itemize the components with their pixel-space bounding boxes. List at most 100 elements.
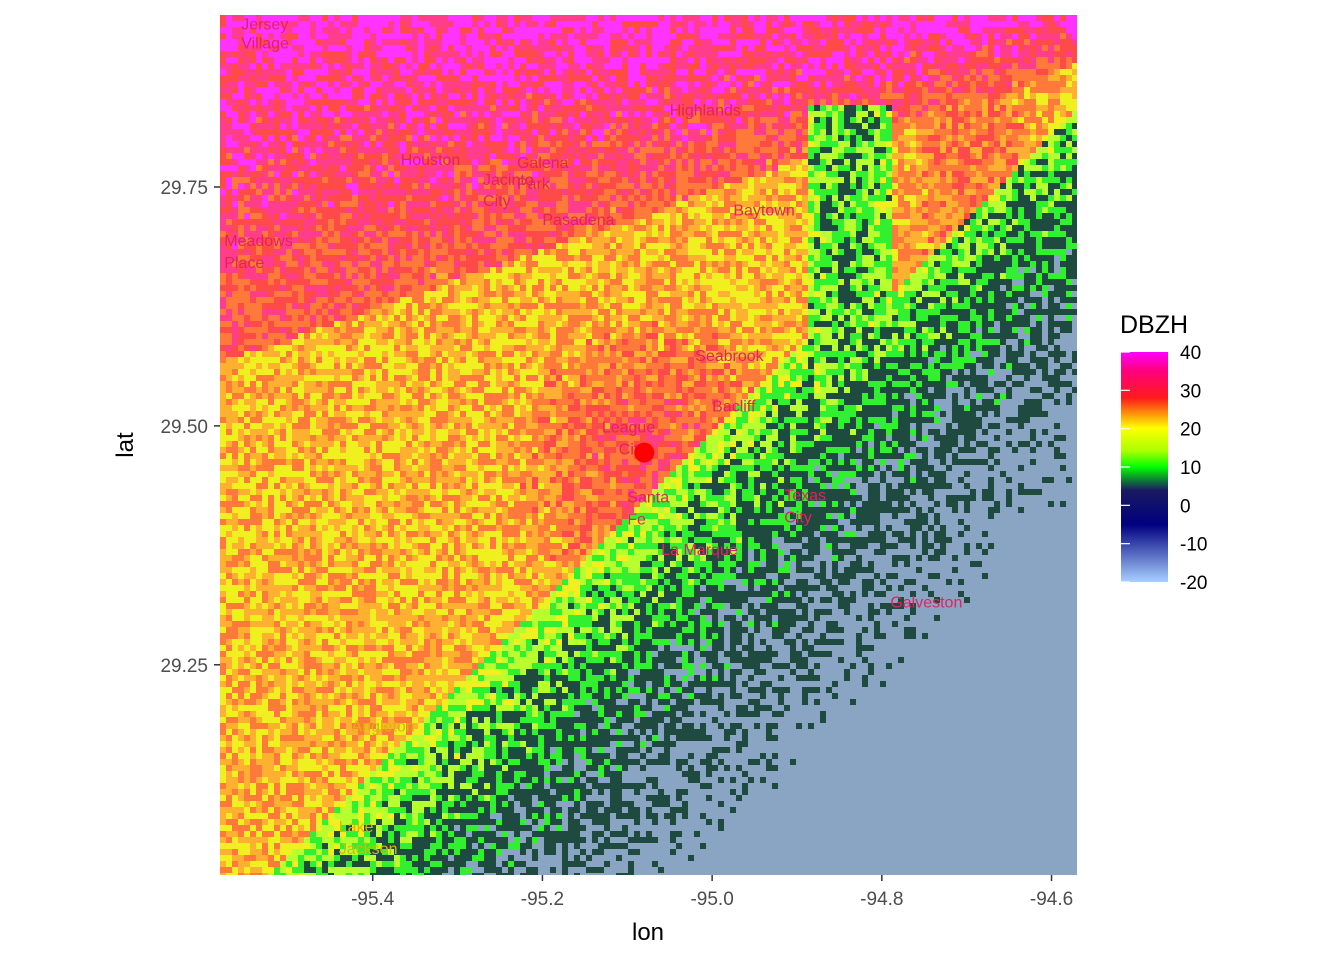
raster-cell bbox=[658, 189, 664, 195]
raster-cell bbox=[724, 123, 730, 129]
raster-cell bbox=[496, 69, 502, 75]
raster-cell bbox=[1048, 21, 1054, 27]
raster-cell bbox=[802, 207, 808, 213]
raster-cell bbox=[430, 141, 436, 147]
raster-cell bbox=[268, 201, 274, 207]
raster-cell bbox=[490, 27, 496, 33]
raster-cell bbox=[700, 195, 706, 201]
raster-cell bbox=[538, 93, 544, 99]
raster-cell bbox=[706, 147, 712, 153]
raster-cell bbox=[616, 183, 622, 189]
raster-cell bbox=[874, 147, 880, 153]
raster-cell bbox=[850, 39, 856, 45]
raster-cell bbox=[622, 189, 628, 195]
raster-cell bbox=[352, 33, 358, 39]
raster-cell bbox=[970, 171, 976, 177]
raster-cell bbox=[856, 51, 862, 57]
raster-cell bbox=[226, 111, 232, 117]
raster-cell bbox=[784, 219, 790, 225]
raster-cell bbox=[748, 105, 754, 111]
raster-cell bbox=[430, 27, 436, 33]
raster-cell bbox=[970, 177, 976, 183]
raster-cell bbox=[652, 81, 658, 87]
raster-cell bbox=[964, 81, 970, 87]
raster-cell bbox=[532, 39, 538, 45]
raster-cell bbox=[1036, 201, 1042, 207]
raster-cell bbox=[520, 207, 526, 213]
raster-cell bbox=[964, 135, 970, 141]
raster-cell bbox=[892, 33, 898, 39]
raster-cell bbox=[346, 69, 352, 75]
raster-cell bbox=[958, 57, 964, 63]
raster-cell bbox=[970, 15, 976, 21]
raster-cell bbox=[298, 45, 304, 51]
raster-cell bbox=[604, 177, 610, 183]
raster-cell bbox=[226, 201, 232, 207]
raster-cell bbox=[292, 75, 298, 81]
raster-cell bbox=[334, 213, 340, 219]
raster-cell bbox=[364, 213, 370, 219]
raster-cell bbox=[712, 27, 718, 33]
raster-cell bbox=[622, 207, 628, 213]
raster-cell bbox=[484, 69, 490, 75]
raster-cell bbox=[898, 21, 904, 27]
raster-cell bbox=[1006, 27, 1012, 33]
raster-cell bbox=[916, 39, 922, 45]
raster-cell bbox=[1072, 15, 1078, 21]
raster-cell bbox=[958, 99, 964, 105]
raster-cell bbox=[820, 57, 826, 63]
raster-cell bbox=[394, 21, 400, 27]
raster-cell bbox=[604, 123, 610, 129]
raster-cell bbox=[838, 105, 844, 111]
raster-cell bbox=[562, 123, 568, 129]
raster-cell bbox=[352, 153, 358, 159]
raster-cell bbox=[262, 177, 268, 183]
raster-cell bbox=[304, 195, 310, 201]
raster-cell bbox=[754, 63, 760, 69]
raster-cell bbox=[898, 135, 904, 141]
raster-cell bbox=[574, 105, 580, 111]
raster-cell bbox=[850, 165, 856, 171]
raster-cell bbox=[460, 207, 466, 213]
raster-cell bbox=[688, 21, 694, 27]
raster-cell bbox=[964, 165, 970, 171]
raster-cell bbox=[850, 105, 856, 111]
raster-cell bbox=[826, 153, 832, 159]
raster-cell bbox=[286, 183, 292, 189]
raster-cell bbox=[1006, 63, 1012, 69]
raster-cell bbox=[358, 33, 364, 39]
raster-cell bbox=[1054, 99, 1060, 105]
raster-cell bbox=[562, 93, 568, 99]
raster-cell bbox=[838, 75, 844, 81]
raster-cell bbox=[298, 141, 304, 147]
raster-cell bbox=[298, 183, 304, 189]
raster-cell bbox=[772, 171, 778, 177]
raster-cell bbox=[790, 195, 796, 201]
raster-cell bbox=[322, 207, 328, 213]
raster-cell bbox=[808, 51, 814, 57]
raster-cell bbox=[418, 201, 424, 207]
raster-cell bbox=[1054, 111, 1060, 117]
raster-cell bbox=[322, 165, 328, 171]
raster-cell bbox=[388, 93, 394, 99]
raster-cell bbox=[790, 141, 796, 147]
raster-cell bbox=[304, 171, 310, 177]
raster-cell bbox=[544, 63, 550, 69]
raster-cell bbox=[958, 81, 964, 87]
raster-cell bbox=[1000, 63, 1006, 69]
raster-cell bbox=[388, 165, 394, 171]
raster-cell bbox=[466, 21, 472, 27]
raster-cell bbox=[334, 87, 340, 93]
raster-cell bbox=[982, 129, 988, 135]
raster-cell bbox=[688, 183, 694, 189]
raster-cell bbox=[394, 93, 400, 99]
raster-cell bbox=[928, 111, 934, 117]
raster-cell bbox=[340, 33, 346, 39]
raster-cell bbox=[1006, 147, 1012, 153]
raster-cell bbox=[556, 135, 562, 141]
raster-cell bbox=[298, 51, 304, 57]
raster-cell bbox=[304, 111, 310, 117]
raster-cell bbox=[1024, 75, 1030, 81]
raster-cell bbox=[658, 75, 664, 81]
raster-cell bbox=[970, 123, 976, 129]
